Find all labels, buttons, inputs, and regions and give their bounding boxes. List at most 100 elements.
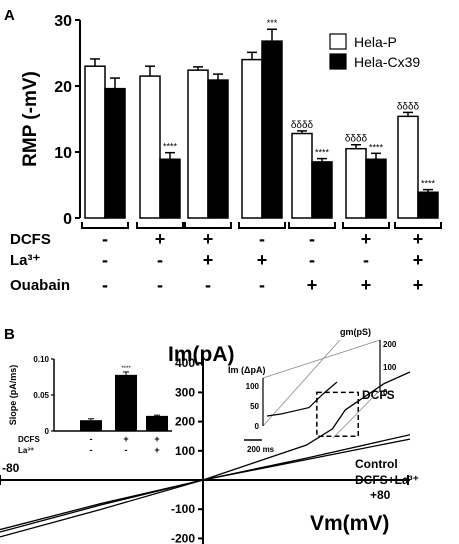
bar-hela-cx39 bbox=[365, 158, 387, 219]
inset-right-tick-label: 100 bbox=[383, 363, 397, 372]
inset-y-tick-label: 0.05 bbox=[33, 391, 49, 400]
bar-hela-p bbox=[345, 147, 367, 219]
inset-condition-mark: - bbox=[90, 434, 93, 444]
inset-trace bbox=[266, 381, 338, 417]
bar-hela-p bbox=[291, 132, 313, 219]
inset-left-tick-label: 100 bbox=[246, 382, 260, 391]
condition-mark: + bbox=[413, 250, 424, 270]
significance-label: *** bbox=[267, 18, 278, 28]
condition-mark: + bbox=[203, 229, 214, 249]
y-tick-label: 400 bbox=[175, 356, 195, 370]
condition-label: DCFS bbox=[10, 231, 51, 248]
y-axis-title: Im(pA) bbox=[168, 343, 235, 366]
series-label: DCFS bbox=[362, 388, 395, 402]
x-axis-title: Vm(mV) bbox=[310, 512, 389, 535]
condition-mark: - bbox=[309, 229, 315, 249]
panel-b-trace-inset: 0 50 100 0 100 200 Im (ΔpA) gm(pS) 200 ms bbox=[228, 327, 397, 454]
inset-right-axis-title: gm(pS) bbox=[340, 327, 371, 337]
group-bracket bbox=[288, 222, 336, 229]
inset-left-tick-label: 50 bbox=[250, 402, 259, 411]
inset-left-axis-title: Im (ΔpA) bbox=[228, 365, 265, 375]
condition-label: La³⁺ bbox=[10, 252, 41, 269]
inset-guide-line bbox=[262, 339, 341, 427]
inset-y-tick-label: 0.10 bbox=[33, 355, 49, 364]
condition-mark: + bbox=[361, 229, 372, 249]
condition-mark: - bbox=[102, 229, 108, 249]
x-tick-label: -80 bbox=[2, 461, 20, 475]
bar-hela-cx39 bbox=[207, 79, 229, 219]
delta-significance-label: δδδδ bbox=[345, 134, 368, 145]
inset-condition-label: DCFS bbox=[18, 435, 40, 444]
condition-mark: - bbox=[259, 275, 265, 295]
y-tick-label: -100 bbox=[171, 502, 195, 516]
condition-mark: - bbox=[363, 250, 369, 270]
significance-label: **** bbox=[163, 142, 178, 152]
bar-hela-p bbox=[84, 65, 106, 219]
inset-guide-line bbox=[262, 339, 381, 379]
bar-hela-cx39 bbox=[261, 40, 283, 219]
group-bracket bbox=[342, 222, 390, 229]
condition-mark: + bbox=[413, 229, 424, 249]
condition-label: Ouabain bbox=[10, 277, 70, 294]
bar-hela-cx39 bbox=[159, 158, 181, 219]
legend-swatch bbox=[329, 53, 347, 70]
y-tick-label: 0 bbox=[63, 211, 72, 228]
inset-condition-mark: + bbox=[154, 445, 159, 455]
bar-hela-cx39 bbox=[104, 87, 126, 219]
legend-label: Hela-P bbox=[354, 34, 397, 50]
x-tick-label: +80 bbox=[370, 488, 391, 502]
y-tick-label: 300 bbox=[175, 385, 195, 399]
delta-significance-label: δδδδ bbox=[397, 101, 420, 112]
inset-condition-mark: + bbox=[154, 434, 159, 444]
panel-a-legend: Hela-P Hela-Cx39 bbox=[329, 33, 420, 70]
condition-mark: + bbox=[155, 229, 166, 249]
group-bracket bbox=[184, 222, 232, 229]
bar-hela-p bbox=[139, 75, 161, 219]
legend-label: Hela-Cx39 bbox=[354, 54, 420, 70]
delta-significance-label: δδδδ bbox=[291, 120, 314, 131]
inset-significance-label: **** bbox=[121, 366, 131, 372]
panel-a-condition-table: DCFS - + + - - + +La³⁺ - - + + - - +Ouabain - - - - + + + bbox=[10, 229, 423, 295]
condition-mark: + bbox=[413, 275, 424, 295]
inset-guide-line bbox=[332, 389, 381, 439]
condition-mark: - bbox=[259, 229, 265, 249]
bar-hela-p bbox=[397, 115, 419, 219]
bar-hela-cx39 bbox=[417, 191, 439, 219]
inset-condition-mark: + bbox=[123, 434, 128, 444]
y-tick-label: 10 bbox=[54, 145, 72, 162]
y-tick-label: 100 bbox=[175, 444, 195, 458]
inset-condition-label: La³⁺ bbox=[18, 446, 34, 455]
inset-condition-mark: - bbox=[90, 445, 93, 455]
condition-mark: - bbox=[157, 250, 163, 270]
significance-label: **** bbox=[315, 148, 330, 158]
condition-mark: - bbox=[157, 275, 163, 295]
bar-hela-p bbox=[241, 58, 263, 219]
inset-y-axis-title: Slope (pA/ms) bbox=[8, 365, 18, 426]
condition-mark: + bbox=[361, 275, 372, 295]
condition-mark: + bbox=[203, 250, 214, 270]
legend-swatch bbox=[329, 33, 347, 50]
group-bracket bbox=[81, 222, 129, 229]
condition-mark: - bbox=[102, 250, 108, 270]
group-bracket bbox=[394, 222, 442, 229]
bar-hela-p bbox=[187, 69, 209, 219]
inset-bar bbox=[115, 374, 137, 431]
scale-bar-label: 200 ms bbox=[247, 445, 275, 454]
inset-left-tick-label: 0 bbox=[255, 422, 260, 431]
panel-b-iv-plot: -80+80-200-100100200300400Im(pA)Vm(mV)DC… bbox=[0, 343, 419, 544]
iv-trace-dcfs-la bbox=[0, 438, 411, 533]
group-bracket bbox=[136, 222, 184, 229]
condition-mark: - bbox=[205, 275, 211, 295]
condition-mark: + bbox=[307, 275, 318, 295]
zoom-box bbox=[316, 391, 360, 437]
y-tick-label: -200 bbox=[171, 531, 195, 544]
panel-b-label: B bbox=[4, 326, 15, 343]
condition-mark: - bbox=[309, 250, 315, 270]
y-tick-label: 20 bbox=[54, 79, 72, 96]
inset-right-tick-label: 0 bbox=[383, 388, 388, 397]
y-tick-label: 30 bbox=[54, 13, 72, 30]
inset-bar bbox=[146, 415, 168, 431]
